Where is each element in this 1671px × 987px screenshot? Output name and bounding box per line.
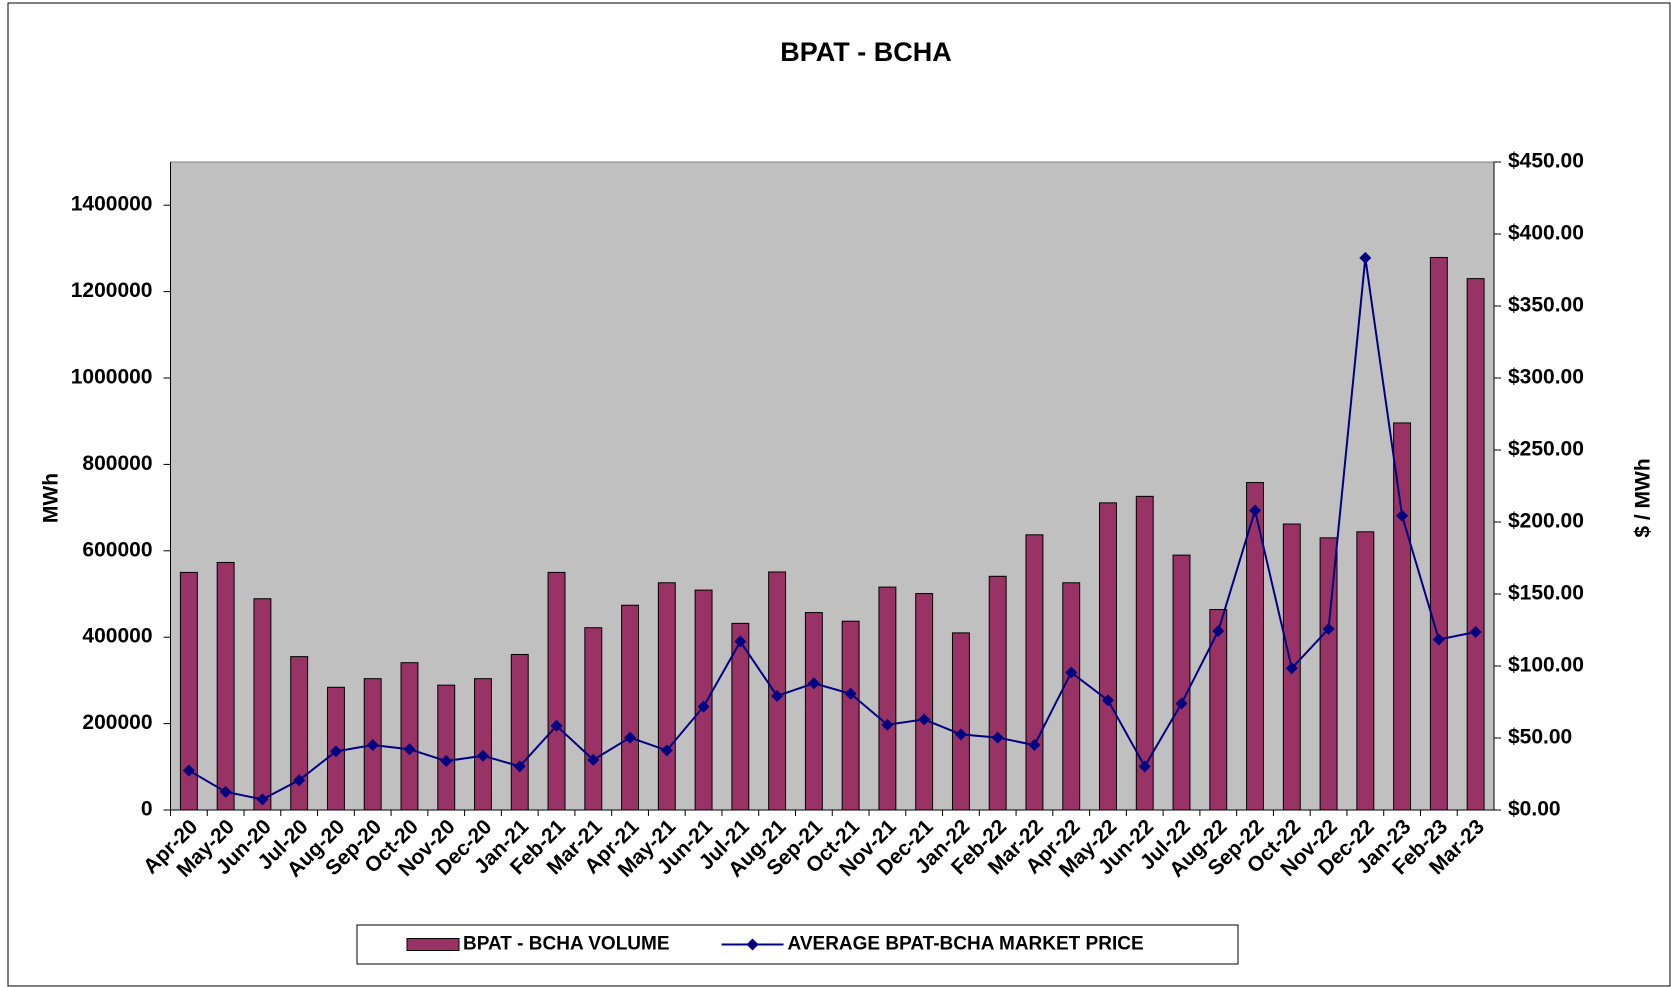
price-marker xyxy=(1322,622,1335,635)
price-marker xyxy=(329,745,342,758)
bar xyxy=(1466,278,1485,811)
price-marker xyxy=(256,793,269,806)
price-marker xyxy=(403,743,416,756)
price-marker xyxy=(1175,697,1188,710)
bar xyxy=(1393,422,1412,811)
legend-label: AVERAGE BPAT-BCHA MARKET PRICE xyxy=(788,934,1144,955)
bar xyxy=(179,571,198,811)
bar xyxy=(1099,502,1117,811)
price-marker xyxy=(1212,625,1225,638)
bar xyxy=(1246,482,1264,811)
price-line xyxy=(188,257,1476,801)
bar xyxy=(584,627,603,811)
y2-axis-label: $ / MWh xyxy=(1632,458,1655,537)
bar xyxy=(988,575,1007,811)
price-marker xyxy=(918,713,931,726)
y2-tick-label: $350.00 xyxy=(1508,294,1584,317)
bar xyxy=(1429,256,1448,811)
price-marker xyxy=(219,785,232,798)
price-marker xyxy=(1065,666,1078,679)
price-marker xyxy=(476,749,489,762)
bar xyxy=(510,653,529,811)
y2-tick-label: $0.00 xyxy=(1508,798,1561,821)
price-marker xyxy=(293,774,306,787)
bar xyxy=(290,656,309,811)
price-marker xyxy=(366,739,379,752)
y2-tick-label: $100.00 xyxy=(1508,654,1584,677)
bar xyxy=(951,632,970,811)
bar xyxy=(1135,495,1154,811)
y-tick-label: 1400000 xyxy=(71,193,153,216)
bar xyxy=(731,622,750,811)
price-marker xyxy=(587,753,600,766)
bar xyxy=(547,571,566,811)
price-marker xyxy=(954,728,967,741)
price-marker xyxy=(697,700,710,713)
bar xyxy=(804,612,823,811)
bar xyxy=(694,589,713,811)
bar xyxy=(1356,531,1375,811)
y-tick-label: 600000 xyxy=(82,538,152,561)
price-marker xyxy=(182,764,195,777)
price-marker xyxy=(513,760,526,773)
price-marker xyxy=(771,689,784,702)
bar xyxy=(216,561,235,811)
y2-tick-label: $150.00 xyxy=(1508,582,1584,605)
y2-tick-label: $250.00 xyxy=(1508,438,1584,461)
bar xyxy=(437,684,456,811)
legend-label: BPAT - BCHA VOLUME xyxy=(463,934,670,955)
bar xyxy=(657,582,676,811)
legend-box xyxy=(356,924,1239,965)
price-marker xyxy=(844,687,857,700)
chart-title: BPAT - BCHA xyxy=(780,37,951,67)
y-tick-label: 200000 xyxy=(82,711,152,734)
y-tick-label: 400000 xyxy=(82,625,152,648)
bar xyxy=(915,593,934,811)
price-marker xyxy=(881,718,894,731)
bar xyxy=(1025,534,1044,811)
y2-tick-label: $50.00 xyxy=(1508,726,1572,749)
bar xyxy=(1319,537,1338,811)
y2-tick-label: $450.00 xyxy=(1508,150,1584,173)
price-marker xyxy=(660,744,673,757)
price-marker xyxy=(1101,694,1114,707)
price-marker xyxy=(1249,504,1262,517)
price-marker xyxy=(1469,626,1482,639)
y-tick-label: 1000000 xyxy=(71,366,153,389)
bar xyxy=(1209,609,1228,811)
price-marker xyxy=(1432,633,1445,646)
bar xyxy=(253,598,272,811)
price-marker xyxy=(440,755,453,768)
bar xyxy=(878,586,897,811)
plot-area xyxy=(170,161,1495,811)
price-marker xyxy=(1285,662,1298,675)
price-marker xyxy=(550,719,563,732)
bar xyxy=(621,604,640,811)
price-marker xyxy=(1396,509,1409,522)
price-marker xyxy=(1359,251,1372,264)
bar xyxy=(841,620,860,811)
y-axis-label: MWh xyxy=(40,473,63,523)
price-marker xyxy=(624,731,637,744)
y-tick-label: 1200000 xyxy=(71,279,153,302)
legend-marker xyxy=(746,938,759,951)
legend-swatch xyxy=(406,938,460,951)
bar xyxy=(474,678,492,811)
y-tick-label: 0 xyxy=(141,798,153,821)
y2-tick-label: $400.00 xyxy=(1508,222,1584,245)
y-tick-label: 800000 xyxy=(82,452,152,475)
bar xyxy=(1172,554,1191,811)
bar xyxy=(1062,582,1081,811)
price-marker xyxy=(991,731,1004,744)
price-marker xyxy=(1028,739,1041,752)
price-marker xyxy=(1138,760,1151,773)
bar xyxy=(400,662,419,811)
price-marker xyxy=(734,635,747,648)
y2-tick-label: $200.00 xyxy=(1508,510,1584,533)
price-marker xyxy=(807,677,820,690)
y2-tick-label: $300.00 xyxy=(1508,366,1584,389)
